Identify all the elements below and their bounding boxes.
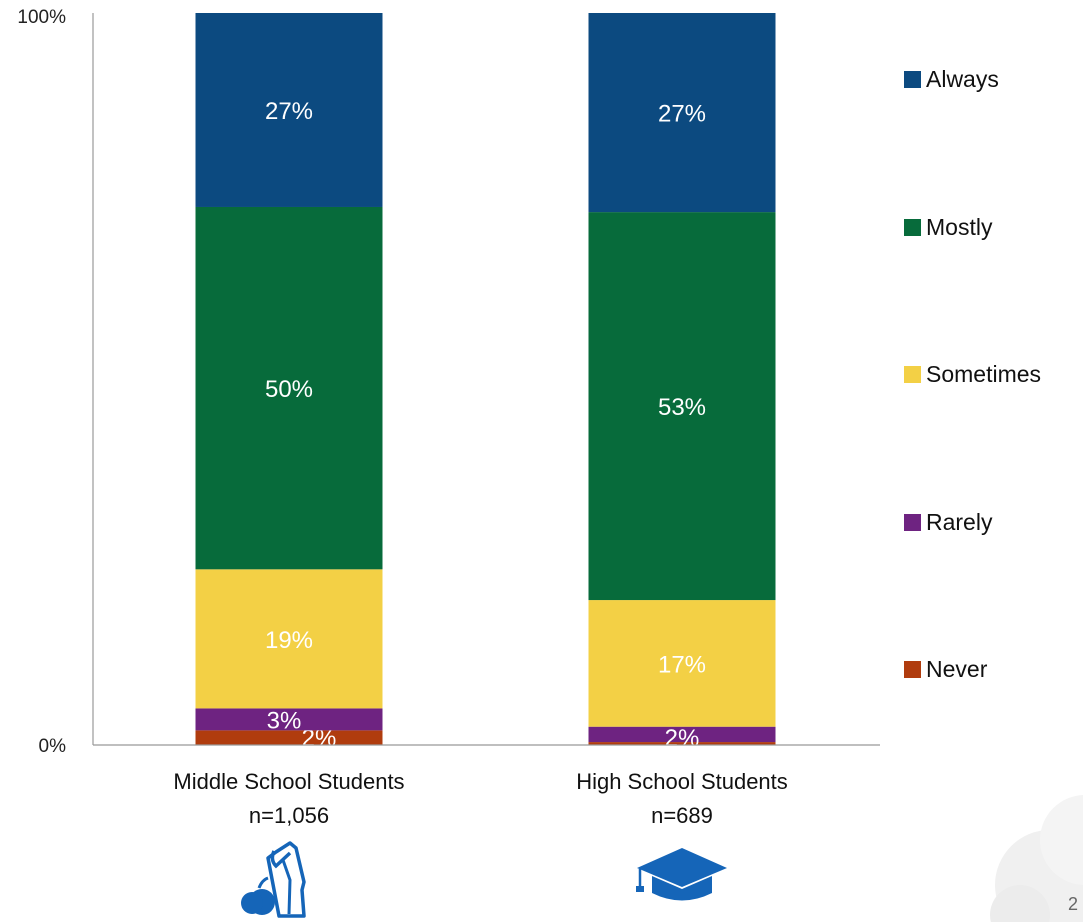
legend-swatch-never: [904, 661, 921, 678]
legend-swatch-mostly: [904, 219, 921, 236]
legend-swatch-rarely: [904, 514, 921, 531]
category-sublabel-middle-school: n=1,056: [249, 803, 329, 828]
data-label-always-2: 27%: [658, 101, 706, 128]
bar-segment-rarely-1: [195, 708, 383, 731]
lunch-bag-apple-icon: [241, 841, 306, 918]
y-tick-label-100: 100%: [17, 7, 66, 28]
category-label-high-school: High School Students: [576, 769, 788, 794]
data-label-rarely-2: 2%: [665, 725, 700, 752]
data-label-sometimes-1: 19%: [265, 627, 313, 654]
bar-segment-sometimes-1: [195, 569, 383, 709]
data-label-rarely-1: 3%: [267, 707, 302, 734]
bar-segment-always-2: [588, 13, 776, 213]
bar-segment-always-1: [195, 13, 383, 207]
graduation-cap-icon: [636, 848, 727, 901]
legend: Always Mostly Sometimes Rarely Never: [904, 66, 1041, 682]
y-tick-label-0: 0%: [39, 736, 67, 757]
legend-swatch-always: [904, 71, 921, 88]
category-sublabel-high-school: n=689: [651, 803, 713, 828]
legend-label-mostly: Mostly: [926, 214, 993, 240]
data-label-mostly-2: 53%: [658, 394, 706, 421]
data-label-always-1: 27%: [265, 98, 313, 125]
category-label-middle-school: Middle School Students: [173, 769, 404, 794]
bar-segment-rarely-2: [588, 726, 776, 743]
bar-segment-never-1: [195, 730, 383, 745]
legend-label-sometimes: Sometimes: [926, 361, 1041, 387]
bars-group: 2%3%19%50%27%2%17%53%27%: [195, 13, 776, 752]
legend-label-never: Never: [926, 656, 988, 682]
bar-segment-never-2: [588, 742, 776, 745]
data-label-sometimes-2: 17%: [658, 651, 706, 678]
data-label-mostly-1: 50%: [265, 376, 313, 403]
legend-label-always: Always: [926, 66, 999, 92]
legend-label-rarely: Rarely: [926, 509, 993, 535]
page-number: 2: [1068, 894, 1078, 914]
legend-swatch-sometimes: [904, 366, 921, 383]
bar-segment-mostly-1: [195, 206, 383, 570]
corner-watermark: 2: [990, 795, 1083, 922]
bar-segment-sometimes-2: [588, 600, 776, 727]
bar-segment-mostly-2: [588, 212, 776, 601]
